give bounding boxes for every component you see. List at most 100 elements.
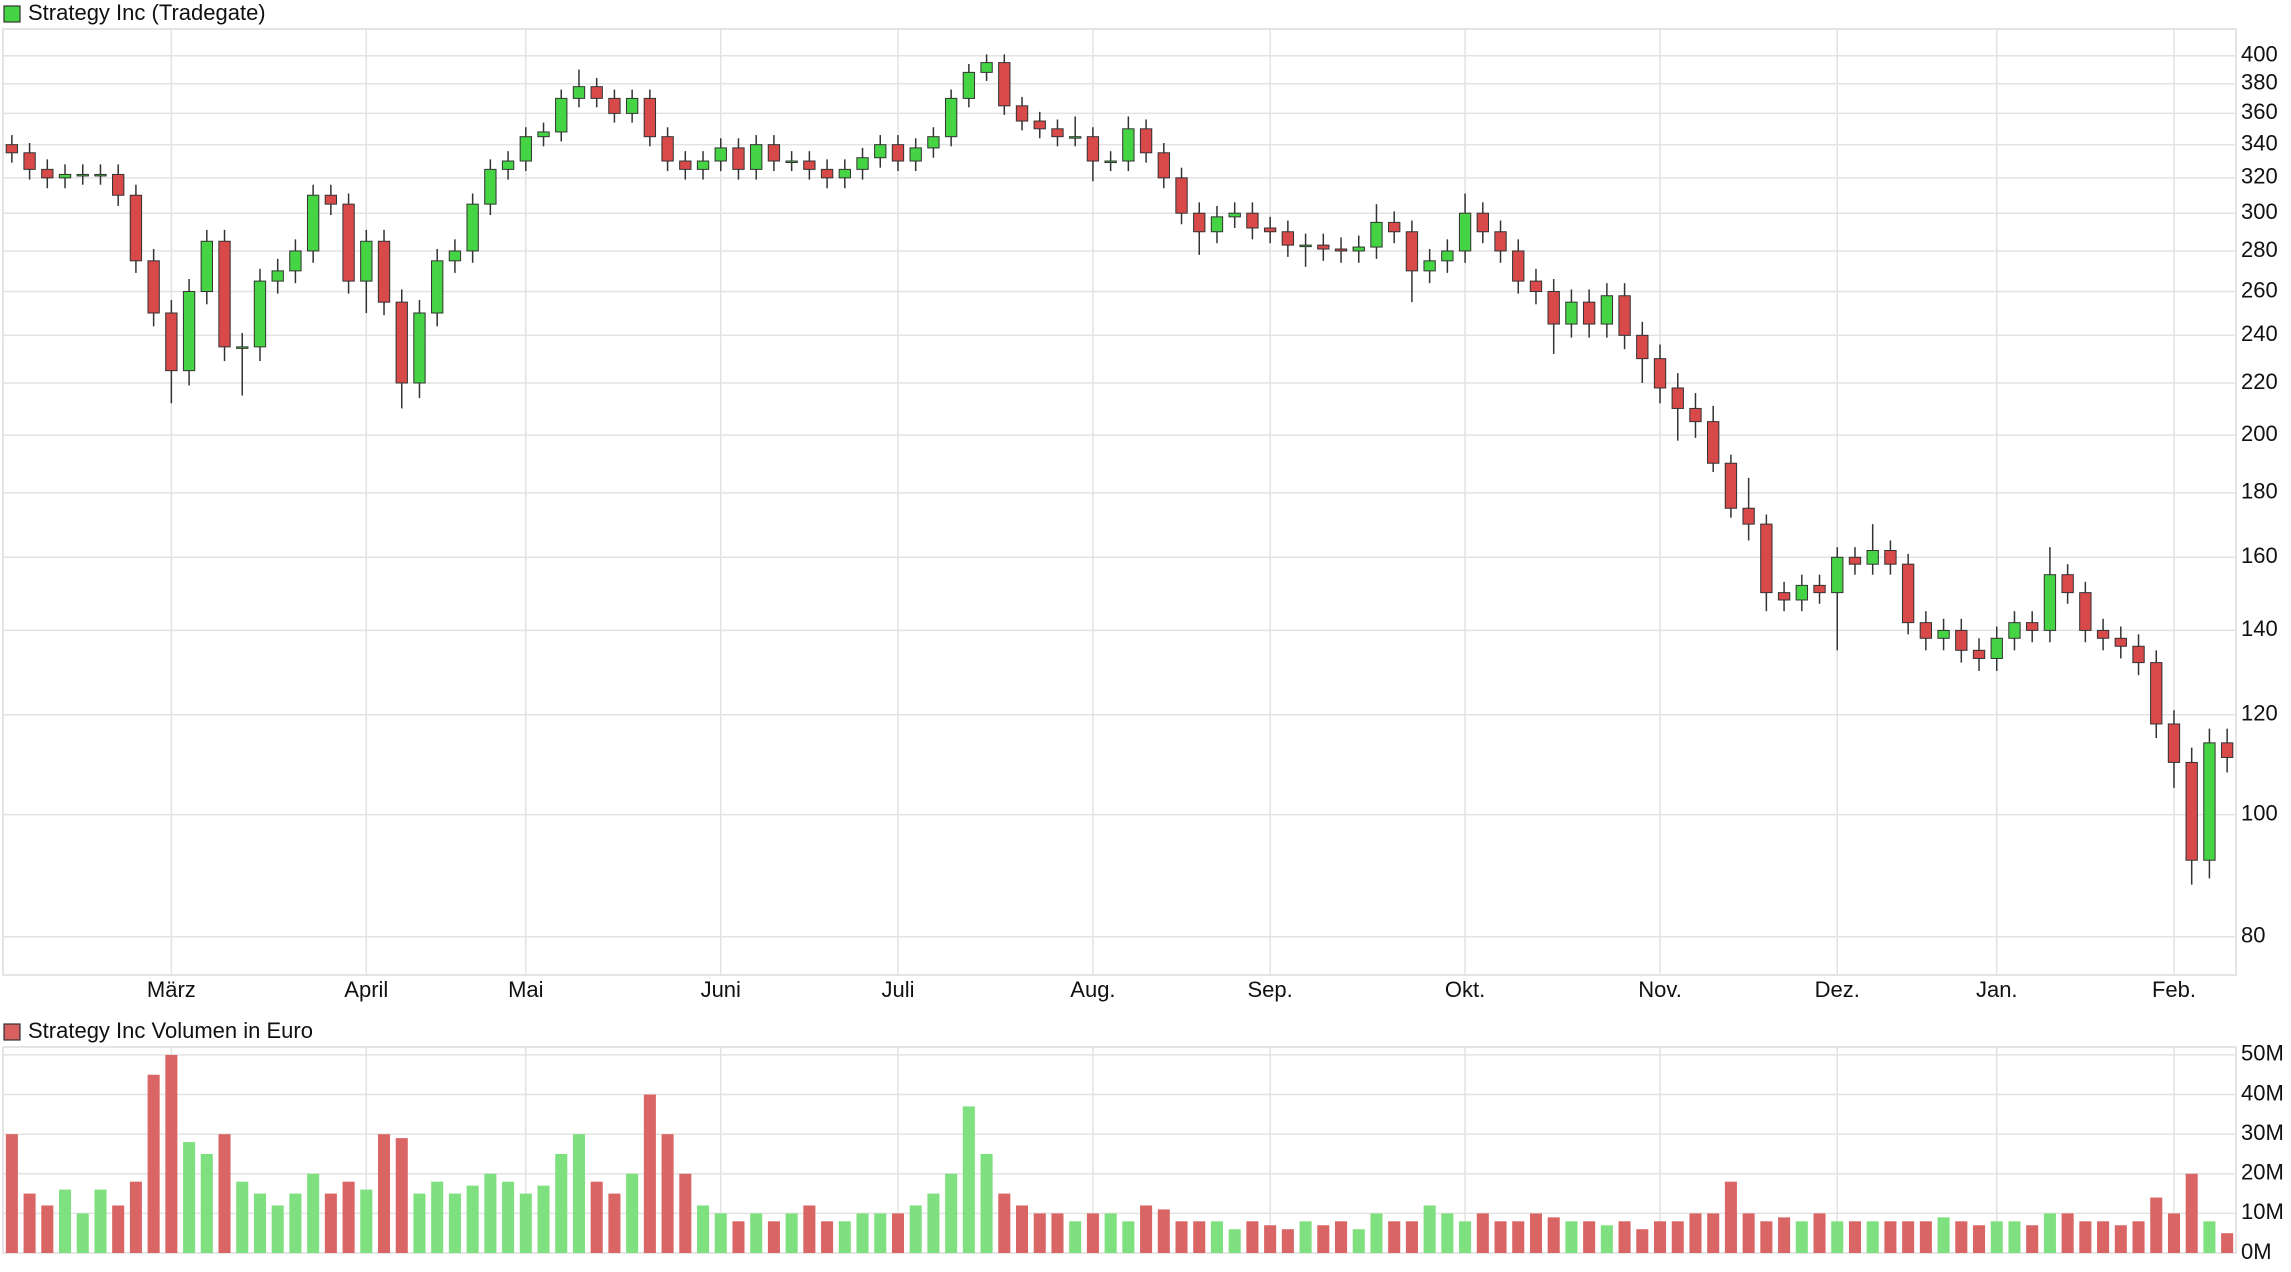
candle-body [1547,291,1560,325]
candle-body [2008,622,2021,639]
candle-body [413,312,426,384]
volume-bar [378,1134,391,1253]
volume-bar [1494,1221,1507,1253]
y-tick-label: 100 [2241,800,2278,825]
candle-body [1831,556,1844,594]
candle-body [23,152,36,170]
y-tick-label: 160 [2241,543,2278,568]
candle-body [1370,221,1383,248]
volume-bar [1476,1213,1489,1253]
candle-body [306,194,320,252]
candle-body [236,346,249,349]
candle-body [271,270,284,282]
volume-bar [537,1185,550,1253]
volume-bar [129,1181,142,1253]
candle-body [625,97,639,114]
candle-body [1636,334,1649,360]
y-tick-label: 10M [2241,1199,2284,1224]
candle-body [2079,592,2092,631]
volume-bar [1016,1205,1029,1253]
volume-bar [2185,1173,2198,1253]
candle-body [431,260,444,314]
y-tick-label: 360 [2241,99,2278,124]
candle-body [41,168,54,179]
candle-body [962,71,976,99]
candle-body [2026,622,2039,631]
volume-bar [767,1221,780,1253]
volume-bar [1742,1213,1755,1253]
volume-bar [147,1074,160,1253]
volume-bar [874,1213,887,1253]
candle-body [1210,216,1224,233]
volume-bar [1033,1213,1046,1253]
candle-body [2185,761,2198,861]
candle-body [1795,584,1808,601]
candle-body [1405,231,1419,272]
volume-bar [1636,1229,1649,1253]
candle-body [1494,231,1507,252]
volume-bar [1140,1205,1153,1253]
candle-body [1653,358,1667,389]
candle-body [1742,507,1755,525]
candle-body [732,147,745,170]
candle-body [2203,742,2216,861]
volume-bar [413,1193,426,1253]
candle-body [1246,212,1259,229]
y-tick-label: 140 [2241,616,2278,641]
x-tick-label: Jan. [1976,977,2018,1002]
candle-body [1901,563,1915,624]
y-tick-label: 20M [2241,1160,2284,1185]
volume-bar [803,1205,816,1253]
candle-body [1139,128,1153,154]
volume-bar [1583,1221,1596,1253]
candle-body [1813,584,1826,594]
x-tick-label: Juli [881,977,914,1002]
candle-body [1441,250,1454,262]
volume-bar [59,1189,72,1253]
volume-bar [271,1205,284,1253]
y-tick-label: 300 [2241,199,2278,224]
candle-body [58,173,72,179]
plot-frame [2,28,2237,976]
volume-bar [165,1054,178,1253]
volume-bar [448,1193,461,1253]
candle-body [608,97,621,114]
volume-bar [1122,1221,1135,1253]
volume-bar [2132,1221,2145,1253]
volume-bar [1848,1221,1861,1253]
volume-bar [1760,1221,1773,1253]
volume-bar [1707,1213,1720,1253]
volume-bar [1866,1221,1879,1253]
volume-bar [626,1173,639,1253]
candle-body [1388,221,1401,233]
candle-body [2043,574,2057,631]
candle-body [2114,637,2127,647]
volume-bar [1264,1225,1277,1253]
volume-bar [1299,1221,1312,1253]
candle-body [874,144,887,159]
volume-bar [1228,1229,1241,1253]
volume-bar [608,1193,621,1253]
candle-body [1937,629,1950,639]
candle-body [803,160,816,170]
candle-body [1033,120,1046,130]
candle-body [1707,421,1720,464]
volume-bar [927,1193,940,1253]
x-tick-label: Dez. [1815,977,1860,1002]
candle-body [1352,246,1365,252]
candle-body [2220,742,2234,758]
volume-bar [697,1205,710,1253]
candle-body [218,240,231,348]
legend-swatch [3,1023,21,1041]
candle-body [112,173,125,196]
volume-bar [5,1134,18,1253]
volume-bar [76,1213,89,1253]
candle-body [944,97,958,138]
volume-bar [2167,1213,2180,1253]
volume-bar [2043,1213,2056,1253]
volume-bar [23,1193,36,1253]
candle-body [891,144,905,162]
candle-body [1618,295,1631,336]
x-tick-label: Okt. [1445,977,1485,1002]
